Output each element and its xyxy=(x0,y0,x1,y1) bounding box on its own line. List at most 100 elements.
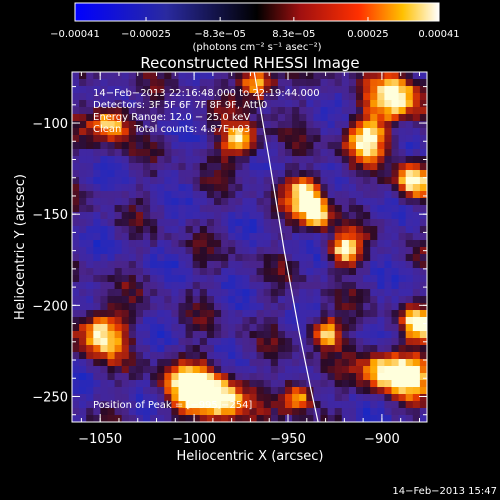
heatmap-cell xyxy=(377,170,385,178)
heatmap-cell xyxy=(199,121,208,129)
heatmap-cell xyxy=(270,310,279,318)
heatmap-cell xyxy=(164,107,172,115)
heatmap-cell xyxy=(306,254,314,262)
heatmap-cell xyxy=(150,79,158,87)
heatmap-cell xyxy=(79,331,87,339)
heatmap-cell xyxy=(192,149,201,157)
heatmap-cell xyxy=(398,184,407,192)
heatmap-cell xyxy=(270,198,279,206)
heatmap-cell xyxy=(135,79,144,87)
heatmap-cell xyxy=(334,191,343,199)
heatmap-cell xyxy=(249,289,257,297)
heatmap-cell xyxy=(128,275,137,283)
heatmap-cell xyxy=(306,394,314,402)
heatmap-cell xyxy=(228,268,236,276)
heatmap-cell xyxy=(135,373,144,381)
heatmap-cell xyxy=(235,114,243,122)
heatmap-cell xyxy=(334,163,343,171)
heatmap-cell xyxy=(93,156,101,164)
heatmap-cell xyxy=(391,408,399,416)
heatmap-cell xyxy=(419,303,427,311)
heatmap-cell xyxy=(292,86,300,94)
heatmap-cell xyxy=(292,198,300,206)
heatmap-cell xyxy=(384,114,392,122)
heatmap-cell xyxy=(277,247,286,255)
heatmap-cell xyxy=(370,156,378,164)
heatmap-cell xyxy=(114,289,123,297)
heatmap-cell xyxy=(72,233,80,241)
heatmap-cell xyxy=(285,331,293,339)
heatmap-cell xyxy=(164,121,172,129)
heatmap-cell xyxy=(377,191,385,199)
heatmap-cell xyxy=(356,205,364,213)
heatmap-cell xyxy=(356,142,364,150)
heatmap-cell xyxy=(412,401,421,409)
heatmap-cell xyxy=(72,177,80,185)
heatmap-cell xyxy=(391,184,399,192)
heatmap-cell xyxy=(270,303,279,311)
heatmap-cell xyxy=(277,114,286,122)
heatmap-cell xyxy=(412,289,421,297)
heatmap-cell xyxy=(398,408,407,416)
heatmap-cell xyxy=(228,184,236,192)
heatmap-cell xyxy=(150,289,158,297)
heatmap-cell xyxy=(228,338,236,346)
heatmap-cell xyxy=(86,352,94,360)
heatmap-cell xyxy=(270,184,279,192)
heatmap-cell xyxy=(242,282,250,290)
heatmap-cell xyxy=(235,149,243,157)
heatmap-cell xyxy=(143,317,151,325)
heatmap-cell xyxy=(107,380,115,388)
heatmap-cell xyxy=(206,135,215,143)
heatmap-cell xyxy=(100,310,108,318)
heatmap-cell xyxy=(370,114,378,122)
heatmap-cell xyxy=(292,135,300,143)
heatmap-cell xyxy=(164,366,172,374)
heatmap-cell xyxy=(370,86,378,94)
heatmap-cell xyxy=(356,93,364,101)
heatmap-cell xyxy=(292,275,300,283)
heatmap-cell xyxy=(199,275,208,283)
heatmap-cell xyxy=(86,240,94,248)
heatmap-cell xyxy=(249,394,257,402)
heatmap-cell xyxy=(419,261,427,269)
heatmap-cell xyxy=(313,177,321,185)
heatmap-cell xyxy=(405,282,414,290)
heatmap-cell xyxy=(341,289,350,297)
heatmap-cell xyxy=(320,170,328,178)
heatmap-cell xyxy=(192,121,201,129)
heatmap-cell xyxy=(306,415,314,422)
heatmap-cell xyxy=(398,163,407,171)
heatmap-cell xyxy=(412,177,421,185)
heatmap-cell xyxy=(164,135,172,143)
heatmap-cell xyxy=(206,394,215,402)
heatmap-cell xyxy=(341,254,350,262)
heatmap-cell xyxy=(356,135,364,143)
heatmap-cell xyxy=(348,212,357,220)
heatmap-cell xyxy=(79,310,87,318)
heatmap-cell xyxy=(185,247,194,255)
heatmap-cell xyxy=(171,233,179,241)
heatmap-cell xyxy=(121,338,130,346)
heatmap-cell xyxy=(72,149,80,157)
heatmap-cell xyxy=(100,219,108,227)
heatmap-cell xyxy=(228,394,236,402)
heatmap-cell xyxy=(384,128,392,136)
heatmap-cell xyxy=(299,219,307,227)
heatmap-cell xyxy=(107,373,115,381)
heatmap-cell xyxy=(107,191,115,199)
heatmap-cell xyxy=(384,317,392,325)
heatmap-cell xyxy=(292,226,300,234)
heatmap-cell xyxy=(171,352,179,360)
heatmap-cell xyxy=(114,184,123,192)
heatmap-cell xyxy=(93,191,101,199)
heatmap-cell xyxy=(221,352,229,360)
heatmap-cell xyxy=(341,121,350,129)
heatmap-cell xyxy=(228,240,236,248)
heatmap-cell xyxy=(79,135,87,143)
heatmap-cell xyxy=(171,408,179,416)
heatmap-cell xyxy=(228,212,236,220)
heatmap-cell xyxy=(150,121,158,129)
heatmap-cell xyxy=(171,107,179,115)
heatmap-cell xyxy=(320,93,328,101)
